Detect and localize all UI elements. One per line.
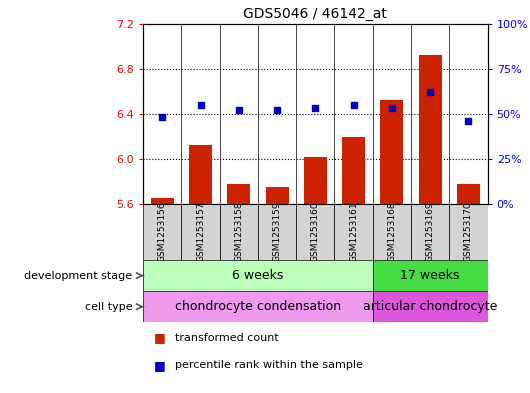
Point	[387, 105, 396, 112]
Bar	[189, 145, 212, 204]
Point	[158, 114, 166, 121]
Bar	[411, 204, 449, 260]
Bar	[227, 184, 250, 204]
Text: GSM1253169: GSM1253169	[426, 202, 435, 263]
Bar	[143, 291, 373, 322]
Title: GDS5046 / 46142_at: GDS5046 / 46142_at	[243, 7, 387, 21]
Bar	[334, 204, 373, 260]
Point	[311, 105, 320, 112]
Bar	[151, 198, 174, 204]
Bar	[457, 184, 480, 204]
Text: articular chondrocyte: articular chondrocyte	[363, 300, 497, 313]
Bar	[373, 204, 411, 260]
Bar	[449, 204, 488, 260]
Bar	[258, 204, 296, 260]
Bar	[419, 55, 441, 204]
Text: 6 weeks: 6 weeks	[232, 269, 284, 282]
Bar	[381, 100, 403, 204]
Bar	[304, 157, 327, 204]
Text: GSM1253158: GSM1253158	[234, 202, 243, 263]
Bar	[181, 204, 219, 260]
Bar	[143, 260, 373, 291]
Text: ■: ■	[154, 359, 165, 372]
Bar	[266, 187, 288, 204]
Text: GSM1253160: GSM1253160	[311, 202, 320, 263]
Point	[273, 107, 281, 113]
Point	[349, 102, 358, 108]
Point	[235, 107, 243, 113]
Text: GSM1253168: GSM1253168	[387, 202, 396, 263]
Text: 17 weeks: 17 weeks	[401, 269, 460, 282]
Text: cell type: cell type	[85, 302, 132, 312]
Point	[464, 118, 473, 124]
Point	[426, 89, 435, 95]
Text: development stage: development stage	[24, 271, 132, 281]
Text: GSM1253157: GSM1253157	[196, 202, 205, 263]
Bar	[373, 291, 488, 322]
Text: chondrocyte condensation: chondrocyte condensation	[175, 300, 341, 313]
Bar	[296, 204, 334, 260]
Text: GSM1253159: GSM1253159	[272, 202, 281, 263]
Bar	[373, 260, 488, 291]
Bar	[143, 204, 181, 260]
Bar	[342, 138, 365, 204]
Bar	[219, 204, 258, 260]
Text: transformed count: transformed count	[175, 333, 279, 343]
Text: percentile rank within the sample: percentile rank within the sample	[175, 360, 363, 371]
Text: GSM1253156: GSM1253156	[158, 202, 167, 263]
Point	[196, 102, 205, 108]
Text: GSM1253161: GSM1253161	[349, 202, 358, 263]
Text: GSM1253170: GSM1253170	[464, 202, 473, 263]
Text: ■: ■	[154, 331, 165, 345]
